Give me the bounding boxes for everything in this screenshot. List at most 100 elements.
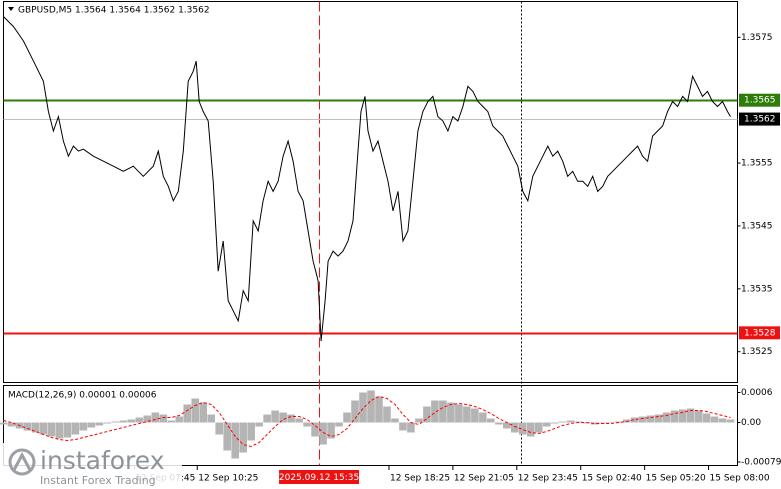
macd-bar [503, 422, 511, 429]
macd-bar [431, 400, 439, 423]
macd-bar [127, 419, 136, 423]
macd-bar [263, 414, 271, 423]
macd-bar [726, 419, 735, 423]
macd-bar [319, 422, 327, 445]
macd-bar [191, 398, 200, 423]
macd-bar [686, 408, 695, 423]
macd-bar [590, 422, 599, 425]
macd-bar [550, 422, 559, 424]
macd-bar [670, 410, 679, 423]
macd-bar [175, 416, 184, 423]
logo-background [0, 443, 182, 489]
macd-bar [526, 422, 535, 437]
macd-bar [702, 413, 711, 423]
macd-bar [630, 417, 639, 423]
macd-bar [143, 415, 152, 423]
macd-bar [63, 422, 72, 438]
macd-bar [31, 422, 40, 433]
macd-bar [439, 400, 447, 423]
macd-bar [295, 418, 303, 423]
macd-bar [335, 422, 343, 427]
x-tick-label: 15 Sep 05:20 [646, 474, 706, 484]
macd-bar [455, 404, 463, 423]
macd-bar [39, 422, 48, 435]
macd-bar [0, 422, 8, 425]
macd-bar [407, 422, 415, 433]
macd-bar [542, 422, 551, 427]
macd-bar [231, 422, 239, 459]
macd-bar [7, 422, 16, 427]
macd-bar [614, 421, 623, 423]
macd-bar [207, 414, 216, 423]
level-label: 1.3565 [744, 96, 776, 106]
macd-bar [654, 414, 663, 423]
macd-bar [638, 416, 647, 423]
macd-bar [558, 421, 567, 423]
macd-bar [55, 422, 64, 439]
macd-bar [23, 422, 32, 431]
macd-bar [311, 422, 319, 437]
y-tick-label: 0.0006 [741, 388, 773, 398]
menu-arrow [8, 7, 14, 11]
crosshair-label-box [279, 470, 360, 484]
logo: instaforex Instant Forex Trading [0, 443, 182, 489]
macd-bar [183, 404, 192, 423]
level-label-box [739, 93, 780, 107]
macd-bar [471, 408, 479, 423]
signal-line [3, 395, 731, 448]
y-tick-label: 1.3525 [741, 347, 773, 357]
macd-bar [271, 410, 279, 423]
price-panel [3, 1, 738, 383]
x-tick-label: 12 Sep 23:45 [518, 474, 578, 484]
macd-bar [103, 422, 112, 424]
logo-icon-mark [12, 451, 32, 471]
level-label: 1.3528 [744, 328, 776, 338]
macd-bar [111, 421, 120, 423]
level-label: 1.3562 [744, 115, 776, 125]
macd-bar [487, 418, 495, 423]
macd-bar [351, 400, 359, 423]
x-tick-label: 12 Sep 10:25 [198, 474, 258, 484]
logo-icon [8, 448, 36, 476]
macd-bar [678, 409, 687, 423]
y-tick-label: 1.3575 [741, 33, 773, 43]
macd-bar [359, 392, 367, 423]
macd-panel [3, 385, 738, 466]
macd-bar [95, 422, 104, 426]
macd-bar [247, 422, 255, 441]
y-tick-label: -0.00079 [741, 458, 781, 468]
level-label-box [739, 112, 780, 126]
macd-bar [255, 422, 263, 427]
macd-bar [135, 417, 144, 423]
macd-bar [71, 422, 80, 435]
crosshair-label: 2025.09.12 15:35 [279, 473, 359, 483]
x-tick-label: 15 Sep 08:00 [710, 474, 770, 484]
macd-bar [710, 416, 719, 423]
macd-bar [566, 420, 575, 423]
macd-bar [463, 406, 471, 423]
macd-bar [415, 418, 423, 423]
macd-bar [223, 422, 231, 451]
y-tick-label: 1.3535 [741, 284, 773, 294]
macd-bar [479, 412, 487, 423]
macd-bar [718, 418, 727, 423]
macd-bar [606, 422, 615, 423]
macd-title: MACD(12,26,9) 0.00001 0.00006 [8, 391, 157, 401]
logo-name: instaforex [40, 446, 165, 475]
macd-bar [167, 420, 176, 423]
level-label-box [739, 326, 780, 340]
macd-bar [662, 412, 671, 423]
macd-bar [239, 422, 247, 453]
macd-bar [447, 402, 455, 423]
macd-bar [423, 406, 431, 423]
y-tick-label: 1.3545 [741, 221, 773, 231]
macd-bar [375, 396, 383, 423]
macd-bar [518, 422, 527, 435]
macd-bar [199, 402, 208, 423]
macd-bar [47, 422, 56, 437]
macd-bar [303, 422, 311, 427]
macd-bar [151, 412, 160, 423]
logo-tagline: Instant Forex Trading [40, 474, 156, 487]
chart-title: GBPUSD,M5 1.3564 1.3564 1.3562 1.3562 [18, 6, 210, 16]
